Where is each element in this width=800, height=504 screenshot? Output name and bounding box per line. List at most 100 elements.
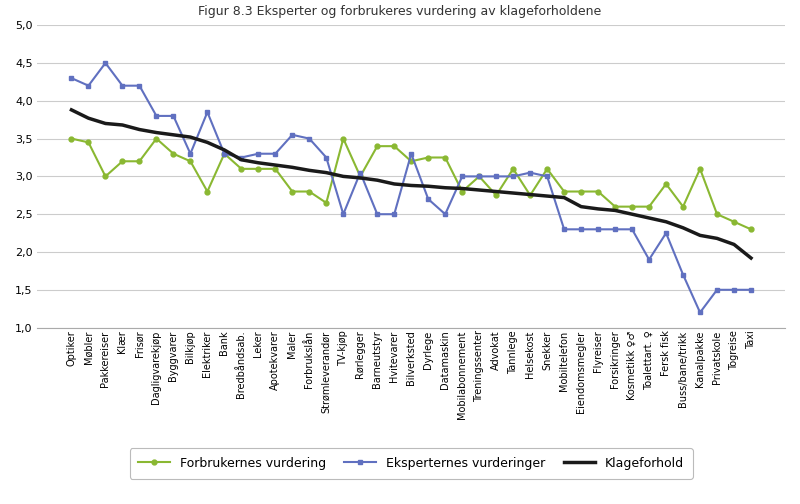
Klageforhold [84,115,94,121]
Forbrukernes vurdering [695,166,705,172]
Eksperternes vurderinger [695,309,705,316]
Klageforhold [508,190,518,196]
Klageforhold [594,206,603,212]
Forbrukernes vurdering [186,158,195,164]
Eksperternes vurderinger [576,226,586,232]
Eksperternes vurderinger [338,211,348,217]
Klageforhold [712,235,722,241]
Klageforhold [322,170,331,176]
Forbrukernes vurdering [474,173,484,179]
Eksperternes vurderinger [730,287,739,293]
Klageforhold [254,160,263,166]
Eksperternes vurderinger [508,173,518,179]
Eksperternes vurderinger [202,109,212,115]
Forbrukernes vurdering [84,140,94,146]
Line: Klageforhold: Klageforhold [71,110,751,258]
Forbrukernes vurdering [508,166,518,172]
Eksperternes vurderinger [152,113,162,119]
Eksperternes vurderinger [219,151,229,157]
Klageforhold [118,122,127,128]
Klageforhold [491,188,501,195]
Eksperternes vurderinger [66,75,76,81]
Klageforhold [338,173,348,179]
Forbrukernes vurdering [152,136,162,142]
Forbrukernes vurdering [390,143,399,149]
Klageforhold [237,157,246,163]
Klageforhold [644,215,654,221]
Eksperternes vurderinger [390,211,399,217]
Eksperternes vurderinger [746,287,756,293]
Forbrukernes vurdering [373,143,382,149]
Klageforhold [441,185,450,191]
Forbrukernes vurdering [202,188,212,195]
Klageforhold [746,255,756,261]
Forbrukernes vurdering [287,188,297,195]
Klageforhold [287,164,297,170]
Eksperternes vurderinger [423,196,433,202]
Forbrukernes vurdering [118,158,127,164]
Forbrukernes vurdering [338,136,348,142]
Line: Eksperternes vurderinger: Eksperternes vurderinger [69,60,754,315]
Klageforhold [576,204,586,210]
Eksperternes vurderinger [101,60,110,66]
Klageforhold [730,241,739,247]
Klageforhold [559,195,569,201]
Eksperternes vurderinger [610,226,620,232]
Forbrukernes vurdering [627,204,637,210]
Klageforhold [219,147,229,153]
Eksperternes vurderinger [458,173,467,179]
Klageforhold [627,211,637,217]
Eksperternes vurderinger [406,151,416,157]
Forbrukernes vurdering [610,204,620,210]
Eksperternes vurderinger [270,151,280,157]
Eksperternes vurderinger [322,154,331,160]
Klageforhold [373,177,382,183]
Klageforhold [423,183,433,190]
Forbrukernes vurdering [730,219,739,225]
Klageforhold [66,107,76,113]
Klageforhold [526,192,535,198]
Forbrukernes vurdering [237,166,246,172]
Forbrukernes vurdering [576,188,586,195]
Eksperternes vurderinger [441,211,450,217]
Klageforhold [134,127,144,133]
Eksperternes vurderinger [254,151,263,157]
Eksperternes vurderinger [491,173,501,179]
Forbrukernes vurdering [134,158,144,164]
Forbrukernes vurdering [559,188,569,195]
Eksperternes vurderinger [134,83,144,89]
Line: Forbrukernes vurdering: Forbrukernes vurdering [69,136,754,232]
Forbrukernes vurdering [355,173,365,179]
Eksperternes vurderinger [627,226,637,232]
Klageforhold [662,219,671,225]
Eksperternes vurderinger [355,170,365,176]
Forbrukernes vurdering [644,204,654,210]
Eksperternes vurderinger [712,287,722,293]
Klageforhold [202,140,212,146]
Eksperternes vurderinger [644,257,654,263]
Eksperternes vurderinger [237,154,246,160]
Text: Figur 8.3 Eksperter og forbrukeres vurdering av klageforholdene: Figur 8.3 Eksperter og forbrukeres vurde… [198,5,602,18]
Klageforhold [169,132,178,138]
Forbrukernes vurdering [542,166,552,172]
Forbrukernes vurdering [219,151,229,157]
Forbrukernes vurdering [491,193,501,199]
Klageforhold [678,225,688,231]
Eksperternes vurderinger [526,170,535,176]
Forbrukernes vurdering [712,211,722,217]
Forbrukernes vurdering [169,151,178,157]
Legend: Forbrukernes vurdering, Eksperternes vurderinger, Klageforhold: Forbrukernes vurdering, Eksperternes vur… [130,448,693,479]
Forbrukernes vurdering [458,188,467,195]
Eksperternes vurderinger [373,211,382,217]
Eksperternes vurderinger [662,230,671,236]
Forbrukernes vurdering [305,188,314,195]
Klageforhold [695,232,705,238]
Eksperternes vurderinger [84,83,94,89]
Eksperternes vurderinger [287,132,297,138]
Klageforhold [542,193,552,199]
Klageforhold [610,208,620,214]
Eksperternes vurderinger [678,272,688,278]
Forbrukernes vurdering [322,200,331,206]
Forbrukernes vurdering [270,166,280,172]
Forbrukernes vurdering [101,173,110,179]
